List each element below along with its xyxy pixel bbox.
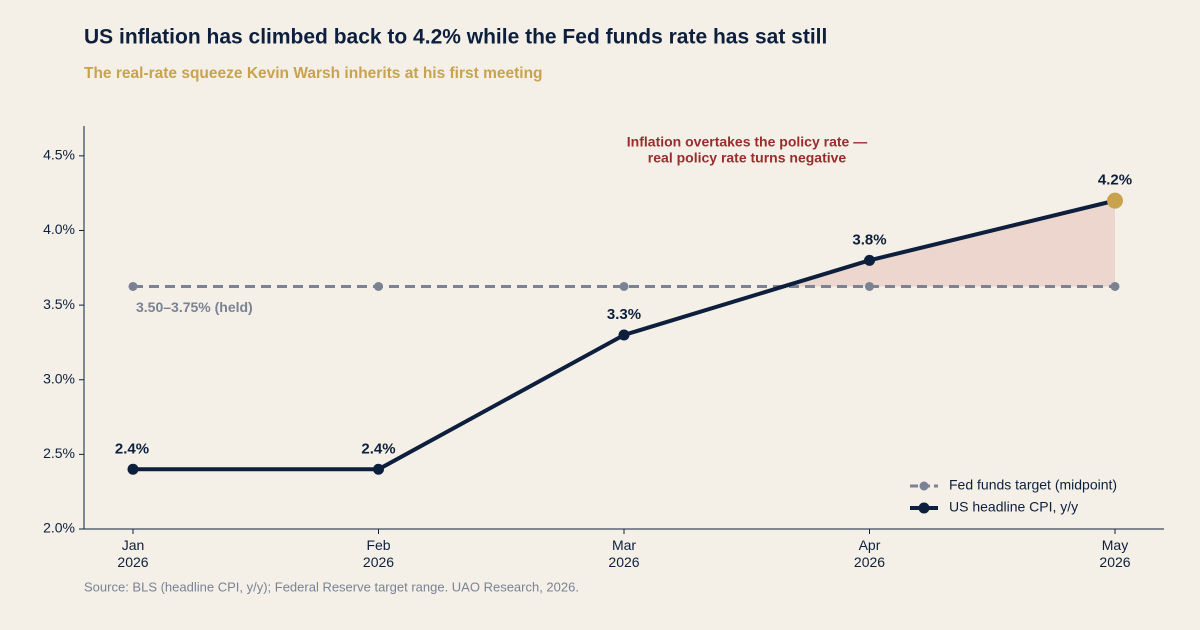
legend-marker [919,481,929,491]
x-tick-label: Jan 2026 [117,537,148,570]
data-label: 3.8% [852,231,886,248]
y-tick-label: 4.5% [43,147,75,163]
data-label: 2.4% [361,440,395,457]
chart-title: US inflation has climbed back to 4.2% wh… [84,26,827,49]
data-point [374,281,383,291]
data-point [618,329,630,341]
source-note: Source: BLS (headline CPI, y/y); Federal… [84,579,579,594]
x-tick-label: Mar 2026 [608,537,639,570]
data-point [864,254,875,266]
series-annotation: 3.50–3.75% (held) [136,299,253,315]
annotation: real policy rate turns negative [648,150,847,166]
data-point [127,463,139,475]
y-tick-label: 3.0% [43,370,75,386]
x-tick-label: Feb 2026 [363,537,394,570]
y-tick-label: 2.0% [43,520,75,536]
data-point [1107,192,1123,209]
y-tick-label: 2.5% [43,445,75,461]
data-point [128,281,138,291]
data-point [373,463,384,475]
x-tick-label: Apr 2026 [854,537,885,570]
data-point [865,281,874,291]
y-tick-label: 4.0% [43,221,75,237]
legend-marker [918,502,930,514]
data-label: 2.4% [115,440,149,457]
legend-label: US headline CPI, y/y [949,499,1078,515]
data-label: 4.2% [1098,172,1132,189]
data-label: 3.3% [607,306,641,323]
data-point [619,281,629,291]
annotation: Inflation overtakes the policy rate — [627,134,867,150]
legend-label: Fed funds target (midpoint) [949,477,1117,493]
data-point [1110,281,1120,291]
y-tick-label: 3.5% [43,296,75,312]
x-tick-label: May 2026 [1099,537,1130,570]
chart-subtitle: The real-rate squeeze Kevin Warsh inheri… [84,65,543,82]
